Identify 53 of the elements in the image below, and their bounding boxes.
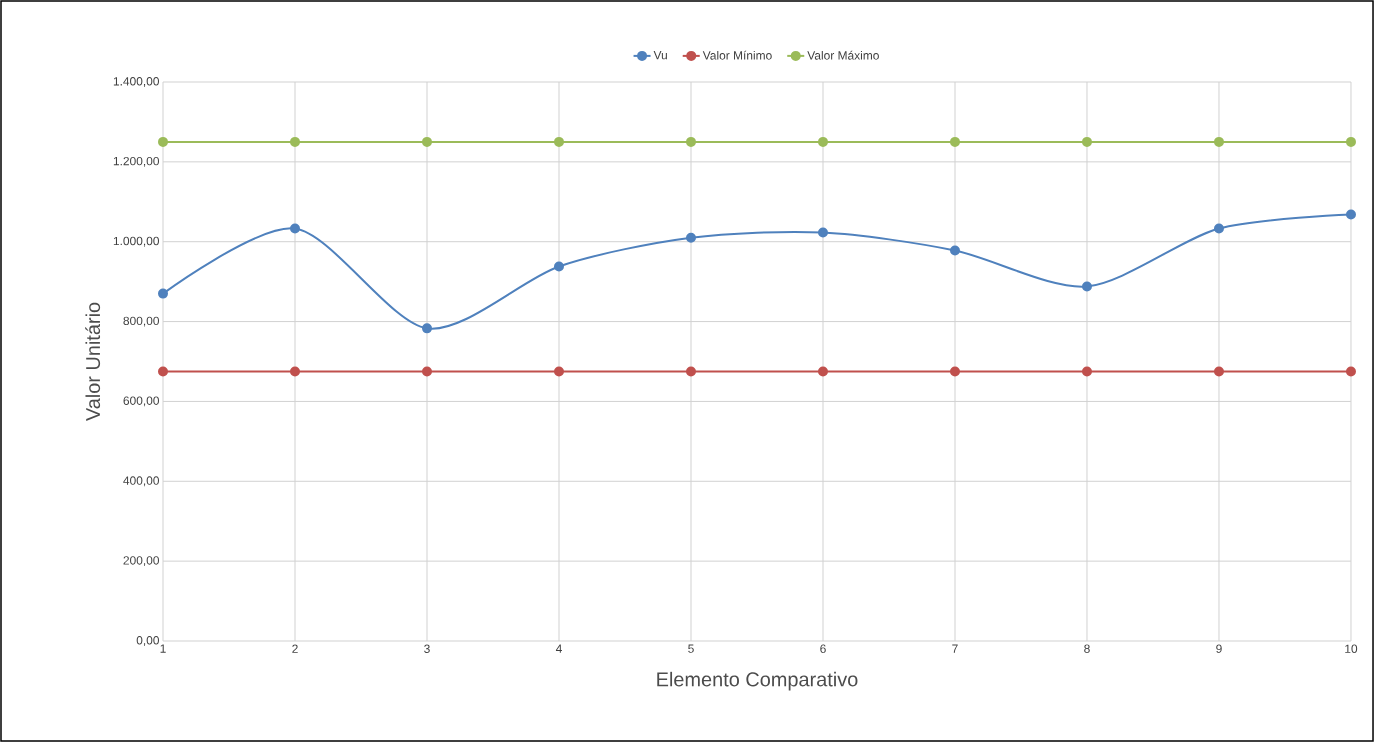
point	[422, 323, 432, 334]
y-tick-label: 400,00	[123, 476, 160, 487]
y-tick-label: 1.200,00	[113, 156, 160, 167]
x-tick-label: 7	[952, 644, 958, 653]
y-tick-label: 800,00	[123, 316, 160, 327]
legend-label: Valor Mínimo	[702, 50, 772, 60]
point	[553, 261, 564, 272]
point	[1213, 136, 1224, 147]
x-tick-label: 2	[292, 644, 298, 653]
point	[1345, 136, 1356, 147]
x-tick-label: 9	[1216, 644, 1222, 653]
point	[422, 366, 432, 377]
point	[1345, 209, 1356, 220]
point	[290, 136, 300, 147]
point	[685, 136, 696, 147]
point	[949, 245, 960, 256]
point	[553, 366, 564, 377]
point	[1081, 281, 1092, 292]
x-tick-label: 1	[160, 644, 166, 653]
point	[817, 227, 828, 238]
point	[949, 136, 960, 147]
y-tick-label: 1.000,00	[113, 236, 160, 247]
point	[290, 223, 300, 234]
y-axis-title: Valor Unitário	[85, 302, 101, 422]
x-tick-label: 5	[688, 644, 694, 653]
x-tick-label: 4	[555, 644, 562, 653]
x-tick-label: 6	[820, 644, 826, 653]
legend-label: Valor Máximo	[807, 50, 879, 60]
point	[817, 366, 828, 377]
point	[158, 136, 168, 147]
point	[158, 288, 168, 299]
point	[290, 366, 300, 377]
point	[1345, 366, 1356, 377]
y-tick-label: 1.400,00	[113, 77, 160, 87]
point	[949, 366, 960, 377]
y-tick-label: 200,00	[123, 556, 160, 567]
point	[1213, 366, 1224, 377]
point	[817, 136, 828, 147]
y-tick-label: 0,00	[136, 636, 160, 646]
point	[1081, 136, 1092, 147]
point	[422, 136, 432, 147]
point	[158, 366, 168, 377]
y-tick-label: 600,00	[123, 396, 160, 407]
point	[1213, 223, 1224, 234]
point	[685, 232, 696, 243]
point	[553, 136, 564, 147]
point	[685, 366, 696, 377]
x-tick-label: 10	[1345, 644, 1358, 653]
legend-label: Vu	[653, 51, 667, 60]
x-axis-title: Elemento Comparativo	[657, 671, 858, 691]
x-tick-label: 8	[1084, 644, 1090, 653]
point	[1081, 366, 1092, 377]
x-tick-label: 3	[424, 644, 430, 653]
